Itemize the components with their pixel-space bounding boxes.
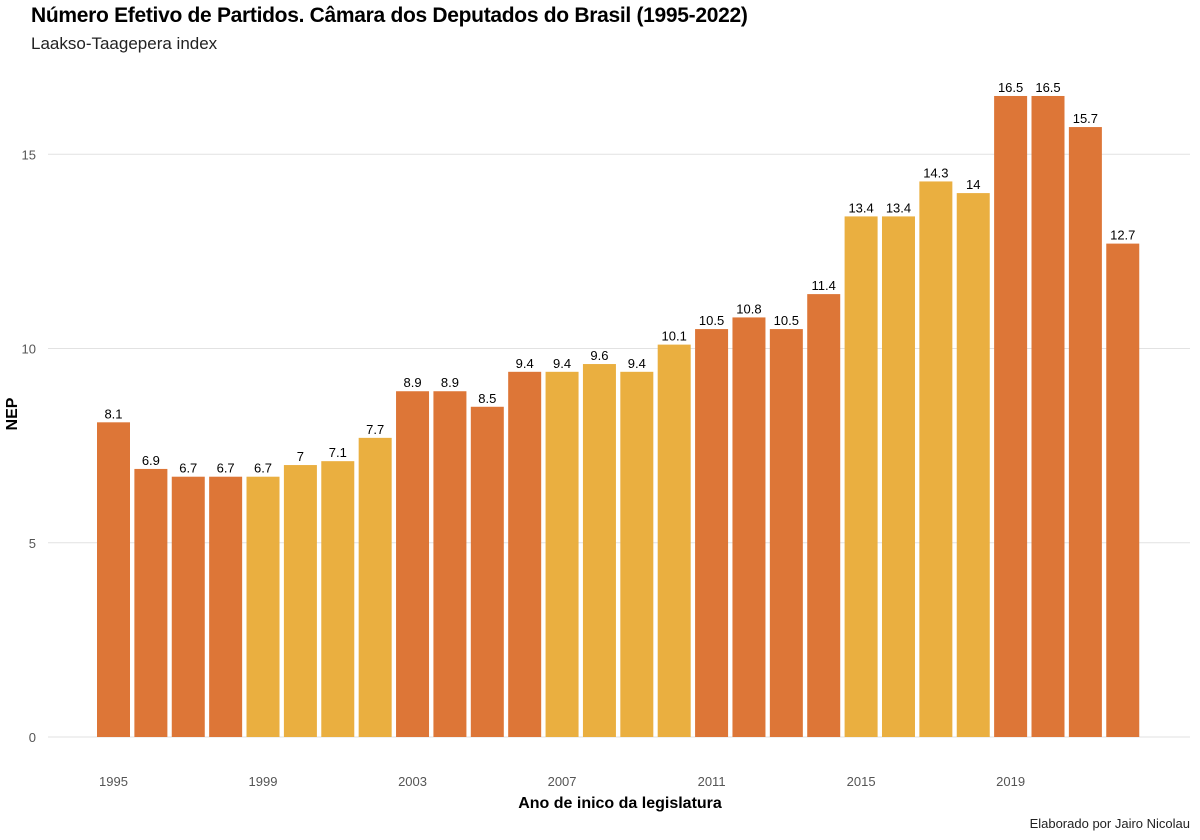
y-axis-title: NEP <box>4 397 21 430</box>
bar-1998 <box>209 476 243 737</box>
bar-value-label: 15.7 <box>1073 111 1098 126</box>
bar-1995 <box>97 422 130 737</box>
x-tick-label: 1995 <box>99 774 128 789</box>
bar-value-label: 12.7 <box>1110 228 1135 243</box>
bar-2015 <box>844 216 878 737</box>
bar-2017 <box>919 181 953 737</box>
bar-value-label: 9.4 <box>516 356 534 371</box>
chart-subtitle: Laakso-Taagepera index <box>31 34 218 53</box>
bar-value-label: 6.9 <box>142 453 160 468</box>
bar-value-label: 6.7 <box>254 461 272 476</box>
bar-value-label: 7.1 <box>329 445 347 460</box>
bar-1999 <box>246 476 280 737</box>
bar-value-label: 14 <box>966 177 980 192</box>
bar-value-label: 6.7 <box>217 461 235 476</box>
bar-value-label: 6.7 <box>179 461 197 476</box>
bar-2000 <box>283 465 317 737</box>
y-tick-label: 10 <box>22 342 36 357</box>
bar-2014 <box>807 294 841 737</box>
bar-value-label: 9.4 <box>553 356 571 371</box>
bar-2019 <box>994 95 1028 738</box>
bar-value-label: 10.8 <box>736 301 761 316</box>
bar-2002 <box>358 437 392 737</box>
bar-2006 <box>508 371 542 737</box>
bar-value-label: 8.5 <box>478 391 496 406</box>
bars <box>97 95 1140 738</box>
bar-value-label: 13.4 <box>848 200 873 215</box>
x-tick-label: 2011 <box>698 774 726 789</box>
x-tick-label: 2015 <box>847 774 876 789</box>
bar-labels: 8.1 6.9 6.7 6.7 6.7 7 7.1 7.7 8.9 8.9 8.5 9.4 9.4 9.6… <box>104 80 1135 476</box>
bar-value-label: 8.1 <box>104 406 122 421</box>
bar-value-label: 11.4 <box>812 278 836 293</box>
y-tick-label: 0 <box>29 730 36 745</box>
y-tick-label: 15 <box>22 147 36 162</box>
bar-value-label: 13.4 <box>886 200 911 215</box>
bar-2008 <box>582 364 616 737</box>
y-tick-label: 5 <box>29 536 36 551</box>
bar-value-label: 7 <box>297 449 304 464</box>
bar-2020 <box>1031 95 1065 738</box>
bar-2011 <box>695 329 729 737</box>
bar-value-label: 9.6 <box>590 348 608 363</box>
bar-value-label: 7.7 <box>366 422 384 437</box>
bar-2012 <box>732 317 766 737</box>
bar-2005 <box>470 406 504 737</box>
bar-1997 <box>171 476 205 737</box>
x-tick-label: 2007 <box>548 774 577 789</box>
bar-2022 <box>1106 243 1140 738</box>
bar-2021 <box>1068 127 1102 738</box>
bar-2010 <box>657 344 691 737</box>
x-axis-title: Ano de inico da legislatura <box>518 795 722 812</box>
bar-value-label: 10.5 <box>699 313 724 328</box>
bar-2018 <box>956 193 990 738</box>
bar-2016 <box>881 216 915 737</box>
bar-2001 <box>321 461 355 737</box>
x-tick-label: 2019 <box>996 774 1025 789</box>
bar-1996 <box>134 468 168 737</box>
chart-caption: Elaborado por Jairo Nicolau <box>1029 816 1190 831</box>
bar-2013 <box>769 329 803 737</box>
bar-value-label: 14.3 <box>923 165 948 180</box>
chart-title: Número Efetivo de Partidos. Câmara dos D… <box>31 4 748 27</box>
bar-value-label: 16.5 <box>1035 80 1060 95</box>
y-axis-ticks: 0 5 10 15 <box>22 147 36 745</box>
x-axis-ticks: 1995 1999 2003 2007 2011 2015 2019 <box>99 774 1025 789</box>
bar-value-label: 8.9 <box>404 375 422 390</box>
x-tick-label: 2003 <box>398 774 427 789</box>
bar-2004 <box>433 391 467 737</box>
bar-value-label: 16.5 <box>998 80 1023 95</box>
bar-value-label: 8.9 <box>441 375 459 390</box>
bar-value-label: 9.4 <box>628 356 646 371</box>
bar-2009 <box>620 371 654 737</box>
bar-value-label: 10.1 <box>662 329 687 344</box>
bar-value-label: 10.5 <box>774 313 799 328</box>
bar-2007 <box>545 371 579 737</box>
bar-2003 <box>396 391 430 737</box>
x-tick-label: 1999 <box>249 774 278 789</box>
